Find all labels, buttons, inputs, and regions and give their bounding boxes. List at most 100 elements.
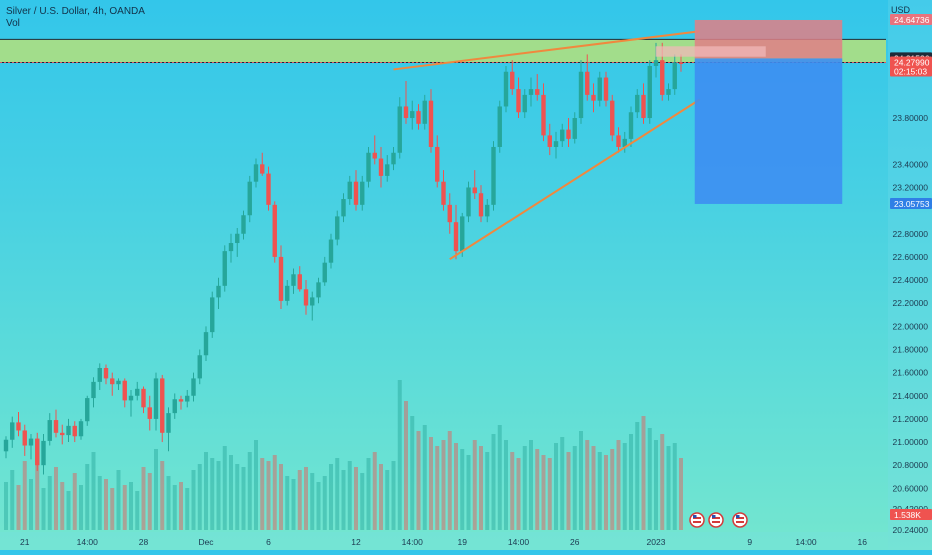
volume-bar: [460, 449, 465, 530]
candle: [160, 374, 165, 443]
candle-body: [222, 251, 227, 286]
candle-body: [366, 152, 371, 182]
volume-bar: [385, 470, 390, 530]
candle: [235, 227, 240, 257]
volume-bar: [147, 473, 152, 530]
candle-body: [672, 62, 677, 90]
volume-bar: [47, 476, 52, 530]
candle: [366, 146, 371, 188]
event-icon-ring: [708, 512, 724, 528]
us-flag-event-icon[interactable]: [708, 512, 724, 528]
trendline[interactable]: [449, 98, 701, 261]
event-icons[interactable]: [689, 512, 748, 528]
volume-bar: [141, 467, 146, 530]
candle: [285, 280, 290, 306]
candle-body: [47, 420, 52, 441]
volume-bar: [641, 416, 646, 530]
candle-body: [266, 173, 271, 205]
candle: [672, 54, 677, 95]
volume-legend[interactable]: Vol: [6, 18, 20, 29]
candle: [178, 395, 184, 410]
candle: [441, 170, 446, 211]
time-axis[interactable]: 21 14:00 28 Dec 6 12 14:00 19 14:00 26 2023 9 14:00 1…: [0, 532, 888, 550]
candle: [322, 256, 327, 286]
candle: [310, 291, 315, 321]
candle-body: [103, 367, 109, 379]
volume-bar: [29, 479, 33, 530]
candle-body: [72, 425, 77, 437]
volume-bar: [10, 470, 15, 530]
position-tool[interactable]: [655, 19, 843, 204]
price-tick-label: 22.80000: [893, 229, 929, 239]
volume-badge-bg: [890, 509, 932, 520]
price-tick-label: 20.24000: [893, 525, 929, 535]
candle-body: [291, 274, 296, 286]
candle: [147, 395, 152, 431]
volume-bar: [654, 440, 658, 530]
price-tick-label: 23.40000: [893, 159, 929, 169]
volume-bar: [85, 464, 90, 530]
volume-bar: [235, 464, 240, 530]
candle: [572, 112, 577, 144]
candle-body: [422, 100, 427, 124]
time-tick-label[interactable]: 16: [858, 537, 868, 547]
us-flag-event-icon[interactable]: [689, 512, 705, 528]
candle: [260, 152, 265, 176]
candle-body: [616, 135, 621, 147]
candle: [535, 74, 540, 101]
price-tick-label: 22.40000: [893, 275, 929, 285]
candle-body: [28, 438, 34, 446]
time-tick-label[interactable]: 14:00: [508, 537, 530, 547]
volume-bar: [322, 476, 327, 530]
candle-body: [497, 106, 502, 147]
candle: [497, 100, 502, 153]
us-flag-event-icon[interactable]: [732, 512, 748, 528]
time-tick-label[interactable]: 28: [139, 537, 149, 547]
volume-bar: [472, 440, 477, 530]
candle: [622, 131, 627, 153]
trendlines[interactable]: [393, 30, 701, 261]
time-tick-label[interactable]: 9: [747, 537, 752, 547]
time-tick-label[interactable]: 26: [570, 537, 580, 547]
candle-body: [653, 60, 659, 66]
time-tick-label[interactable]: 14:00: [795, 537, 817, 547]
volume-bar: [154, 449, 158, 530]
time-tick-label[interactable]: 12: [351, 537, 361, 547]
time-tick-label[interactable]: 14:00: [402, 537, 424, 547]
candle: [566, 118, 571, 147]
candle: [266, 166, 271, 211]
stop-zone-box[interactable]: [694, 58, 843, 204]
time-tick-label[interactable]: 21: [20, 537, 30, 547]
time-tick-label[interactable]: 14:00: [77, 537, 99, 547]
time-tick-label[interactable]: 19: [458, 537, 468, 547]
candle-body: [535, 89, 540, 95]
time-tick-label[interactable]: 2023: [647, 537, 666, 547]
candle-body: [166, 413, 171, 433]
target-price-badge-text: 24.64736: [894, 15, 930, 25]
volume-bars: [4, 380, 683, 530]
candle: [28, 433, 34, 460]
candle: [141, 386, 146, 414]
candle: [103, 364, 109, 385]
volume-bar: [122, 485, 127, 530]
candle: [410, 100, 415, 130]
candle: [460, 212, 465, 257]
price-axis[interactable]: 23.80000 23.40000 23.20000 22.80000 22.60000…: [888, 0, 932, 550]
volume-bar: [272, 455, 277, 530]
candle-body: [447, 204, 452, 223]
time-tick-label[interactable]: Dec: [198, 537, 214, 547]
volume-bar: [454, 443, 458, 530]
candle-body: [110, 378, 115, 385]
volume-bar: [435, 446, 440, 530]
symbol-legend[interactable]: Silver / U.S. Dollar, 4h, OANDA: [6, 6, 145, 17]
candle: [203, 326, 209, 362]
price-tick-label: 21.80000: [893, 344, 929, 354]
candle-body: [16, 422, 21, 431]
time-tick-label[interactable]: 6: [266, 537, 271, 547]
volume-bar: [647, 428, 652, 530]
trendline[interactable]: [393, 30, 700, 71]
candle-body: [547, 135, 552, 147]
candle: [216, 277, 221, 309]
